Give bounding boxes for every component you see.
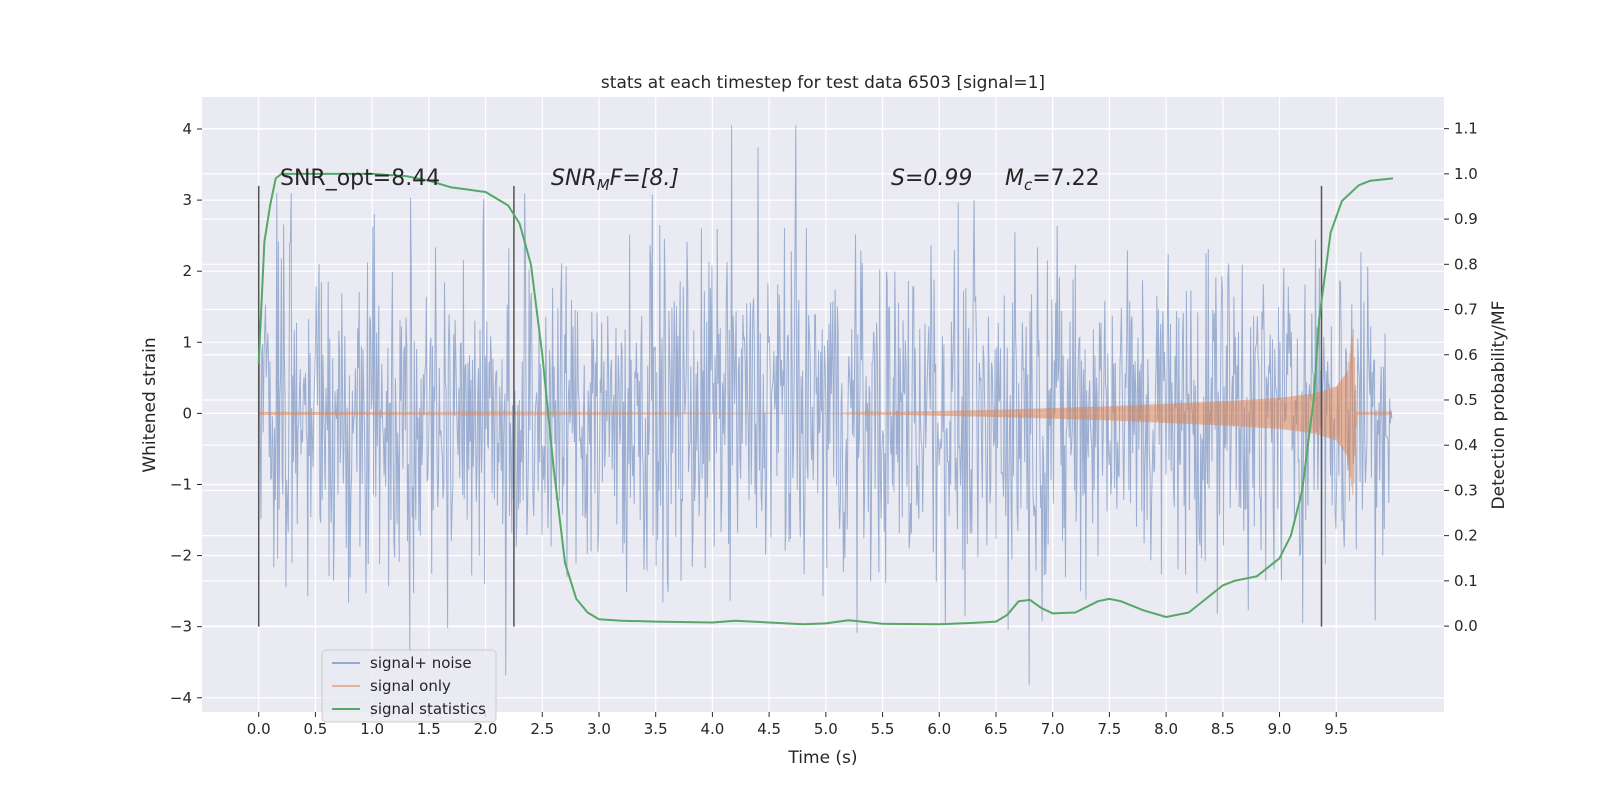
- annotation-snr-opt: SNR_opt=8.44: [280, 166, 440, 191]
- x-tick-label: 5.5: [871, 720, 895, 738]
- y-tick-label: 3: [182, 191, 192, 209]
- x-tick-label: 7.5: [1097, 720, 1121, 738]
- y-right-tick-label: 0.6: [1454, 346, 1478, 364]
- x-tick-label: 7.0: [1041, 720, 1065, 738]
- annotation-snr-mf: SNRMF=[8.]: [551, 166, 679, 194]
- chart-title: stats at each timestep for test data 650…: [601, 73, 1045, 93]
- y-tick-label: −1: [170, 475, 192, 493]
- y-right-tick-label: 0.1: [1454, 572, 1478, 590]
- annotation-s: S=0.99: [891, 166, 972, 191]
- y-axis-right-ticks: 0.0 0.1 0.2 0.3 0.4 0.5 0.6 0.7 0.8 0.9 1.0 1.1: [1444, 120, 1478, 635]
- x-tick-label: 4.0: [700, 720, 724, 738]
- x-tick-label: 4.5: [757, 720, 781, 738]
- legend-label-signal-noise: signal+ noise: [370, 654, 472, 672]
- y-right-tick-label: 0.9: [1454, 210, 1478, 228]
- y-right-tick-label: 0.2: [1454, 527, 1478, 545]
- x-tick-label: 0.0: [247, 720, 271, 738]
- legend-label-signal-only: signal only: [370, 677, 451, 695]
- x-tick-label: 2.5: [530, 720, 554, 738]
- y-right-tick-label: 0.4: [1454, 436, 1478, 454]
- y-axis-right-label: Detection probability/MF: [1489, 301, 1509, 510]
- x-tick-label: 1.5: [417, 720, 441, 738]
- y-tick-label: −2: [170, 547, 192, 565]
- y-axis-label: Whitened strain: [140, 337, 160, 472]
- x-tick-label: 0.5: [303, 720, 327, 738]
- x-tick-label: 9.0: [1268, 720, 1292, 738]
- y-tick-label: −4: [170, 689, 192, 707]
- x-tick-label: 5.0: [814, 720, 838, 738]
- vertical-markers: [257, 185, 1323, 627]
- signal-noise-series: [258, 125, 1393, 685]
- x-tick-label: 8.5: [1211, 720, 1235, 738]
- y-right-tick-label: 0.3: [1454, 481, 1478, 499]
- annotation-mc: Mc=7.22: [1005, 166, 1100, 194]
- y-right-tick-label: 0.7: [1454, 301, 1478, 319]
- y-right-tick-label: 1.0: [1454, 165, 1478, 183]
- signal-statistics-line: [257, 172, 1394, 626]
- y-right-tick-label: 1.1: [1454, 120, 1478, 138]
- y-right-tick-label: 0.0: [1454, 617, 1478, 635]
- y-right-tick-label: 0.8: [1454, 255, 1478, 273]
- y-tick-label: 4: [182, 120, 192, 138]
- x-axis-ticks: 0.0 0.5 1.0 1.5 2.0 2.5 3.0 3.5 4.0 4.5 5.0 5.5 6.0 6…: [247, 712, 1348, 738]
- signal-only-line: [258, 328, 1393, 495]
- y-tick-label: 1: [182, 333, 192, 351]
- x-tick-label: 3.5: [644, 720, 668, 738]
- y-tick-label: 2: [182, 262, 192, 280]
- x-tick-label: 6.5: [984, 720, 1008, 738]
- x-axis-label: Time (s): [787, 748, 857, 768]
- x-tick-label: 9.5: [1324, 720, 1348, 738]
- y-tick-label: 0: [182, 404, 192, 422]
- signal-only-series: [258, 328, 1393, 495]
- legend-box: [321, 649, 497, 723]
- signal-statistics-series: [257, 172, 1394, 626]
- x-tick-label: 2.0: [474, 720, 498, 738]
- x-tick-label: 6.0: [927, 720, 951, 738]
- y-right-tick-label: 0.5: [1454, 391, 1478, 409]
- x-tick-label: 1.0: [360, 720, 384, 738]
- x-tick-label: 8.0: [1154, 720, 1178, 738]
- y-tick-label: −3: [170, 618, 192, 636]
- y-axis-ticks: −4 −3 −2 −1 0 1 2 3 4: [170, 120, 202, 707]
- x-tick-label: 3.0: [587, 720, 611, 738]
- signal-noise-line: [258, 125, 1393, 685]
- legend-label-signal-statistics: signal statistics: [370, 700, 486, 718]
- legend: signal+ noise signal only signal statist…: [321, 649, 497, 723]
